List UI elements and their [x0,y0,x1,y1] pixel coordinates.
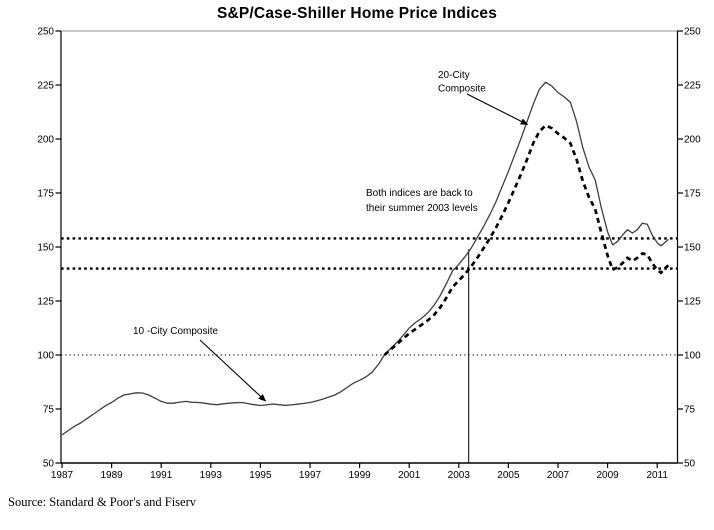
y-axis-label-left: 150 [37,243,54,254]
y-axis-label-left: 100 [37,351,54,362]
y-axis-label-left: 250 [37,27,54,38]
x-axis-label: 2003 [448,470,471,481]
annotation-summer-2003-note-text: Both indices are back to [366,188,473,199]
annotation-10city-label-text: 10 -City Composite [133,326,218,337]
y-axis-label-left: 225 [37,81,54,92]
y-axis-label-right: 200 [684,135,701,146]
y-axis-label-left: 175 [37,189,54,200]
y-axis-label-right: 250 [684,27,701,38]
x-axis-label: 2001 [398,470,421,481]
x-axis-label: 1997 [299,470,322,481]
y-axis-label-right: 100 [684,351,701,362]
y-axis-label-left: 50 [43,459,55,470]
annotation-20city-label-text: Composite [438,84,486,95]
annotation-10city-label-arrow [199,339,267,402]
x-axis-label: 2011 [646,470,668,481]
x-axis-label: 1995 [249,470,272,481]
x-axis-label: 1987 [51,470,74,481]
y-axis-label-right: 175 [684,189,701,200]
annotation-summer-2003-note-text: their summer 2003 levels [366,203,478,214]
y-axis-label-left: 200 [37,135,54,146]
x-axis-label: 2009 [596,470,619,481]
series-10-city-composite [61,81,669,436]
y-axis-label-left: 75 [43,405,55,416]
series-20-city-composite [383,124,670,357]
x-axis-label: 1993 [200,470,223,481]
x-axis-label: 1989 [100,470,123,481]
x-axis-label: 2005 [497,470,520,481]
x-axis-label: 2007 [547,470,570,481]
y-axis-label-left: 125 [37,297,54,308]
source-note: Source: Standard & Poor's and Fiserv [8,495,196,509]
y-axis-label-right: 75 [684,405,696,416]
y-axis-label-right: 50 [684,459,696,470]
x-axis-label: 1999 [348,470,371,481]
y-axis-label-right: 225 [684,81,701,92]
chart-title: S&P/Case-Shiller Home Price Indices [216,5,498,22]
y-axis-label-right: 125 [684,297,701,308]
annotation-20city-label-text: 20-City [438,70,470,81]
y-axis-label-right: 150 [684,243,701,254]
annotation-20city-label-arrow [466,93,529,125]
x-axis-label: 1991 [150,470,173,481]
